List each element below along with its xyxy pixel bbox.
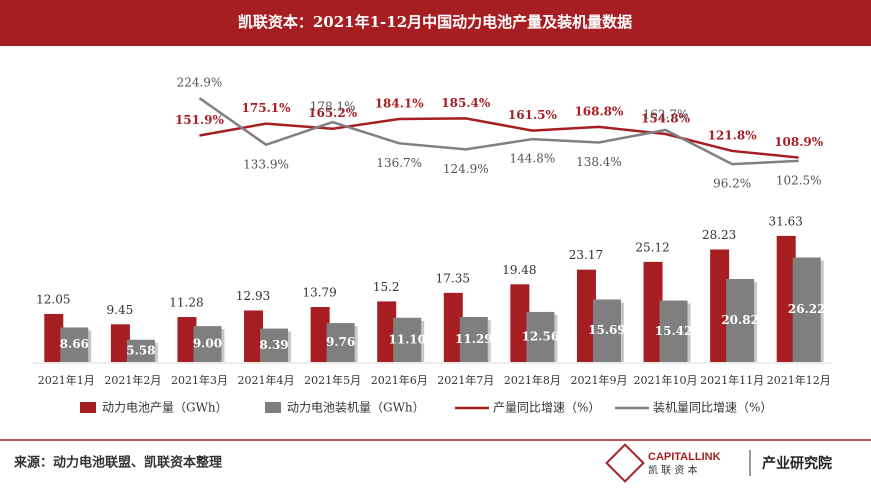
- data-label: 8.39: [259, 338, 288, 352]
- bar: [393, 317, 422, 362]
- bar: [377, 301, 397, 362]
- brand-name: CAPITALLINK: [648, 451, 721, 463]
- brand-dept: 产业研究院: [762, 455, 832, 472]
- bar: [244, 310, 264, 362]
- data-label: 28.23: [702, 228, 736, 242]
- data-label: 224.9%: [177, 76, 223, 90]
- data-label: 26.22: [788, 302, 826, 316]
- x-tick-label: 2021年10月: [634, 373, 698, 387]
- data-label: 102.5%: [776, 173, 822, 187]
- data-label: 5.58: [126, 343, 155, 357]
- line: [198, 97, 799, 166]
- data-label: 124.9%: [443, 162, 489, 176]
- x-tick-label: 2021年11月: [700, 373, 764, 387]
- bar: [60, 327, 89, 362]
- bar: [443, 292, 463, 362]
- data-label: 25.12: [635, 240, 669, 254]
- data-label: 8.66: [60, 337, 89, 351]
- title-band: [0, 0, 871, 46]
- bar: [576, 269, 596, 362]
- chart-title: 凯联资本：2021年1-12月中国动力电池产量及装机量数据: [238, 13, 632, 31]
- bar: [177, 317, 197, 362]
- data-label: 184.1%: [375, 97, 425, 111]
- data-label: 136.7%: [376, 156, 422, 170]
- x-tick-label: 2021年2月: [104, 373, 161, 387]
- legend-swatch: [80, 402, 96, 413]
- bar: [526, 311, 555, 362]
- data-label: 9.00: [193, 337, 222, 351]
- data-label: 185.4%: [441, 96, 491, 110]
- x-tick-label: 2021年6月: [371, 373, 428, 387]
- data-label: 168.8%: [574, 104, 624, 118]
- data-label: 11.28: [169, 296, 203, 310]
- x-tick-label: 2021年1月: [38, 373, 95, 387]
- legend-label: 装机量同比增速（%）: [653, 401, 772, 415]
- bar: [193, 326, 222, 362]
- data-label: 138.4%: [576, 155, 622, 169]
- data-label: 13.79: [302, 286, 336, 300]
- data-label: 15.42: [655, 324, 693, 338]
- data-label: 133.9%: [243, 157, 289, 171]
- data-label: 151.9%: [175, 113, 225, 127]
- bar: [459, 316, 488, 362]
- source: 来源：动力电池联盟、凯联资本整理: [13, 455, 222, 471]
- data-label: 162.7%: [643, 107, 689, 121]
- x-tick-label: 2021年8月: [504, 373, 561, 387]
- logo-icon: [605, 443, 645, 483]
- bar: [592, 299, 621, 362]
- data-label: 144.8%: [509, 152, 555, 166]
- data-label: 12.05: [36, 292, 70, 306]
- data-label: 31.63: [769, 214, 803, 228]
- bar: [126, 339, 155, 362]
- data-label: 12.56: [522, 329, 560, 343]
- bar: [510, 284, 530, 362]
- data-label: 154.8%: [641, 112, 691, 126]
- data-label: 178.1%: [310, 100, 356, 114]
- legend-label: 动力电池产量（GWh）: [102, 401, 228, 415]
- bar: [110, 324, 130, 362]
- bar: [643, 261, 663, 362]
- bar: [310, 307, 330, 362]
- line: [199, 117, 799, 159]
- x-tick-label: 2021年7月: [437, 373, 494, 387]
- data-label: 9.76: [326, 335, 355, 349]
- data-label: 23.17: [569, 248, 603, 262]
- logo: CAPITALLINK 凯 联 资 本 产业研究院: [605, 443, 832, 483]
- data-label: 175.1%: [242, 101, 292, 115]
- x-tick-label: 2021年5月: [304, 373, 361, 387]
- data-label: 161.5%: [508, 108, 558, 122]
- x-tick-label: 2021年12月: [767, 373, 831, 387]
- data-label: 108.9%: [774, 135, 824, 149]
- bar: [792, 257, 821, 362]
- bar: [260, 328, 289, 362]
- data-label: 11.10: [388, 332, 426, 346]
- x-tick-label: 2021年4月: [238, 373, 295, 387]
- data-label: 96.2%: [713, 177, 751, 191]
- bar: [659, 300, 688, 362]
- data-label: 15.2: [373, 280, 400, 294]
- legend-label: 产量同比增速（%）: [493, 401, 600, 415]
- data-label: 20.82: [721, 313, 759, 327]
- data-label: 121.8%: [708, 128, 758, 142]
- data-label: 15.69: [588, 323, 626, 337]
- data-label: 12.93: [236, 289, 270, 303]
- data-label: 11.29: [455, 332, 493, 346]
- data-label: 165.2%: [308, 106, 358, 120]
- x-tick-label: 2021年3月: [171, 373, 228, 387]
- bar: [44, 313, 64, 362]
- bar: [326, 323, 355, 362]
- data-label: 17.35: [436, 271, 470, 285]
- brand-cn: 凯 联 资 本: [648, 464, 698, 477]
- data-label: 19.48: [502, 263, 536, 277]
- legend-swatch: [265, 402, 281, 413]
- x-tick-label: 2021年9月: [570, 373, 627, 387]
- legend-label: 动力电池装机量（GWh）: [287, 401, 425, 415]
- bar: [776, 235, 796, 362]
- data-label: 9.45: [107, 303, 134, 317]
- bar: [726, 279, 755, 362]
- bar: [710, 249, 730, 362]
